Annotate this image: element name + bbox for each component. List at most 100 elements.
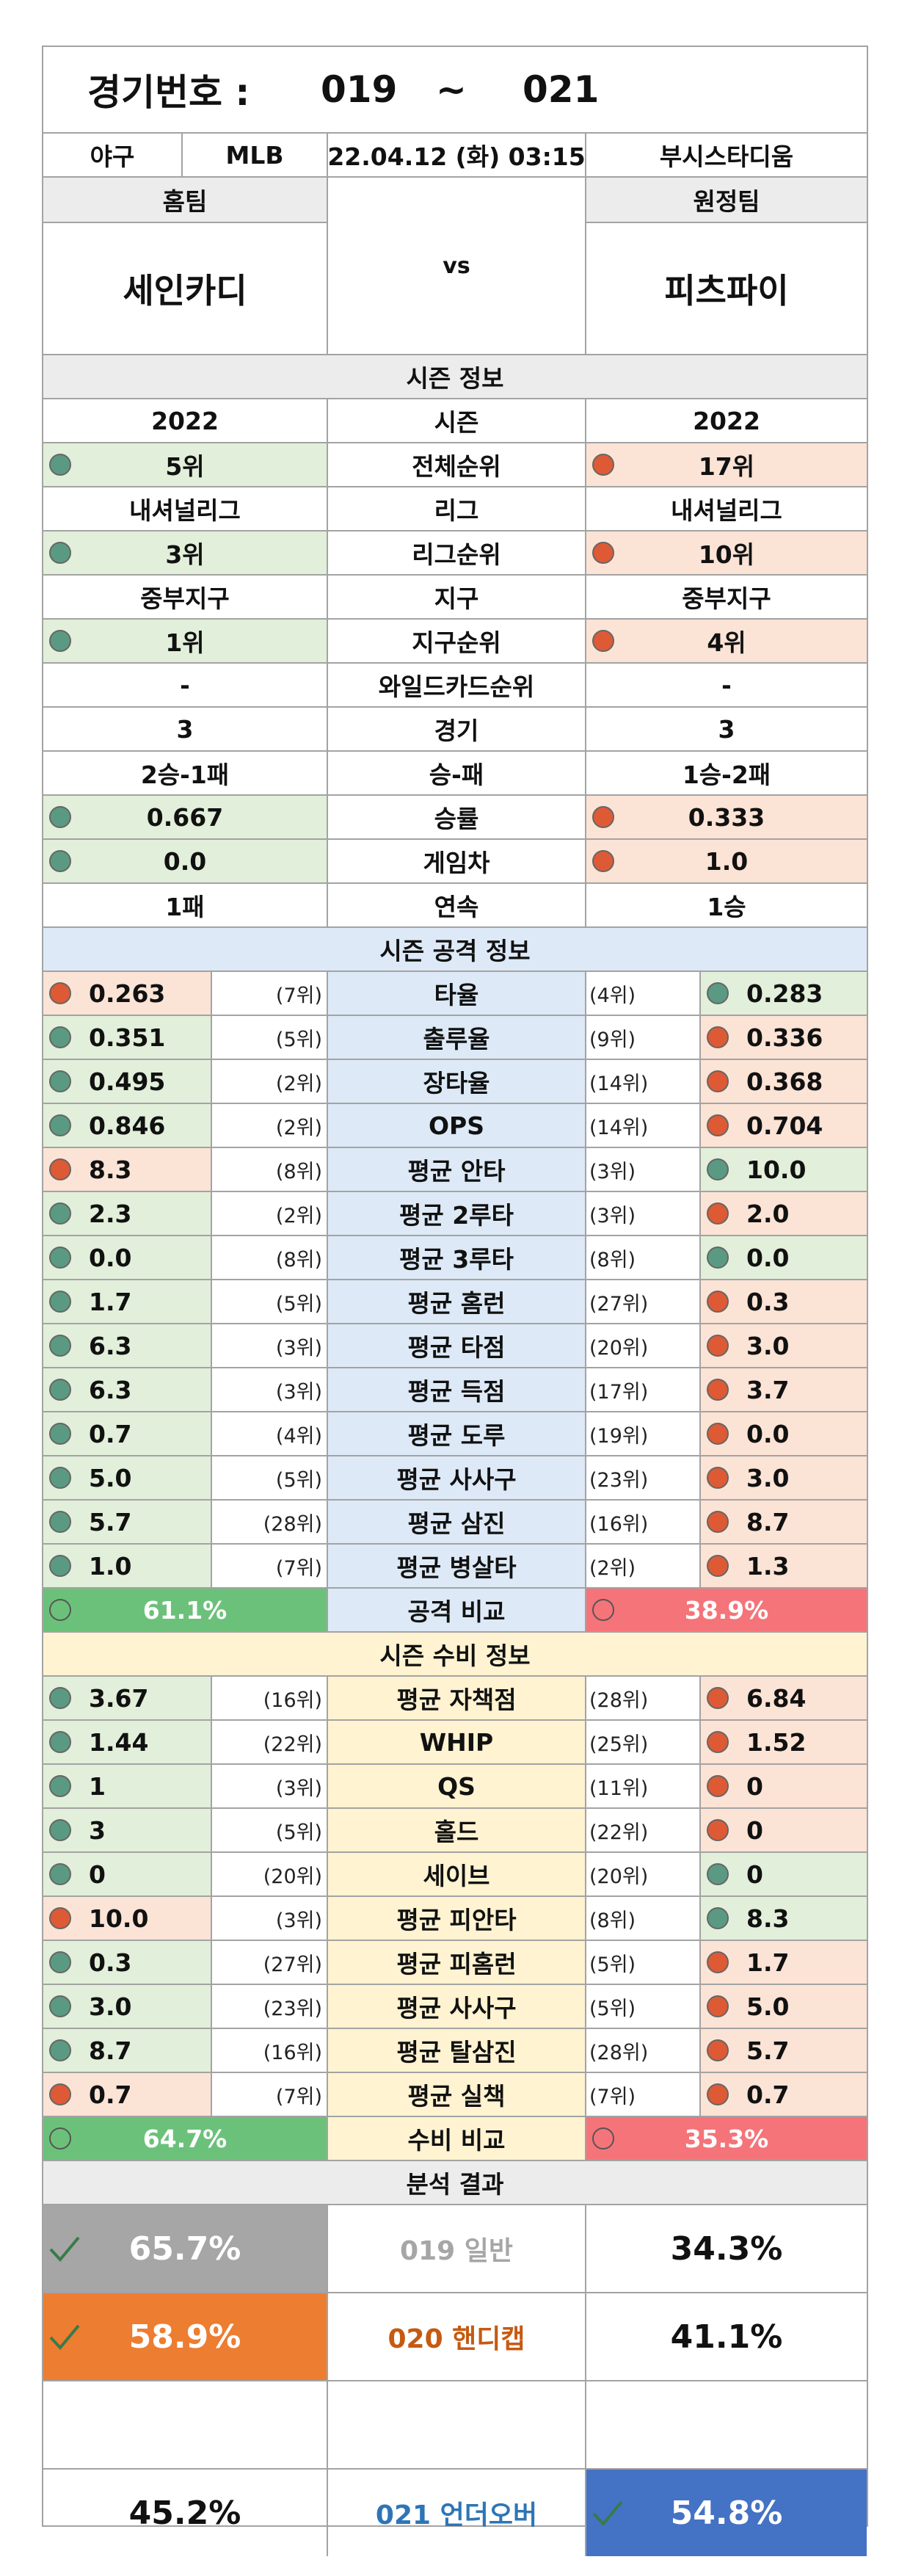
offense-stat-label: 평균 홈런 (328, 1280, 586, 1324)
offense-away-rank: (9위) (589, 1028, 636, 1051)
offense-home-rank: (3위) (275, 1336, 322, 1360)
season-stat-label: 시즌 (328, 399, 586, 443)
defense-home-rank: (16위) (263, 1688, 322, 1712)
defense-row: 0.7 (7위) 평균 실책 (7위) 0.7 (43, 2073, 867, 2117)
dot-icon (707, 1335, 729, 1357)
defense-row: 1.44 (22위) WHIP (25위) 1.52 (43, 1721, 867, 1765)
offense-away-rank: (3위) (589, 1160, 636, 1183)
offense-away-rank: (8위) (589, 1248, 636, 1271)
defense-away-value: 6.84 (746, 1683, 807, 1713)
offense-home-value: 5.0 (89, 1463, 132, 1492)
offense-home-rank: (8위) (275, 1248, 322, 1271)
offense-away-rank: (3위) (589, 1204, 636, 1227)
dot-icon (707, 1951, 729, 1973)
offense-home-rank: (5위) (275, 1028, 322, 1051)
season-stat-label: 리그순위 (328, 531, 586, 576)
defense-away-value: 8.3 (746, 1904, 790, 1933)
offense-away-rank: (16위) (589, 1512, 649, 1536)
season-home-value: 2022 (151, 406, 219, 435)
offense-stat-label: 평균 도루 (328, 1412, 586, 1456)
defense-home-value: 3 (89, 1815, 106, 1845)
offense-row: 5.7 (28위) 평균 삼진 (16위) 8.7 (43, 1501, 867, 1545)
match-number-to: 021 (523, 68, 600, 111)
dot-icon (592, 2127, 614, 2149)
season-away-value: 2022 (693, 406, 760, 435)
season-away-value: - (721, 670, 732, 700)
defense-stat-label: 평균 자책점 (328, 1677, 586, 1721)
defense-home-rank: (5위) (275, 1821, 322, 1844)
defense-row: 1 (3위) QS (11위) 0 (43, 1765, 867, 1809)
season-row: 3 경기 3 (43, 708, 867, 752)
offense-row: 1.7 (5위) 평균 홈런 (27위) 0.3 (43, 1280, 867, 1324)
defense-home-value: 10.0 (89, 1904, 149, 1933)
defense-home-value: 1.44 (89, 1727, 149, 1757)
dot-icon (707, 1423, 729, 1445)
season-home-value: 5위 (165, 452, 205, 481)
dot-icon (49, 1687, 71, 1709)
defense-away-value: 1.52 (746, 1727, 807, 1757)
offense-away-rank: (14위) (589, 1116, 649, 1139)
offense-compare-row: 61.1% 공격 비교 38.9% (43, 1589, 867, 1633)
defense-home-rank: (3위) (275, 1909, 322, 1932)
defense-away-value: 0 (746, 1860, 763, 1889)
analysis-blank-row (43, 2381, 867, 2470)
defense-stat-label: 평균 사사구 (328, 1985, 586, 2029)
season-away-value: 중부지구 (682, 584, 771, 613)
home-team-label: 홈팀 (43, 178, 328, 223)
defense-home-rank: (27위) (263, 1953, 322, 1976)
offense-away-value: 0.0 (746, 1419, 790, 1448)
defense-away-rank: (22위) (589, 1821, 649, 1844)
dot-icon (707, 1819, 729, 1841)
match-number-tilde: ~ (436, 68, 467, 111)
dot-icon (49, 1158, 71, 1180)
defense-stat-label: 세이브 (328, 1853, 586, 1897)
offense-away-value: 8.7 (746, 1507, 790, 1536)
season-away-value: 17위 (698, 452, 755, 481)
defense-home-value: 0.3 (89, 1948, 132, 1977)
sport-cell: 야구 (43, 134, 183, 178)
dot-icon (707, 1907, 729, 1929)
match-number-from: 019 (321, 68, 398, 111)
offense-stat-label: 출루율 (328, 1016, 586, 1060)
season-stat-label: 리그 (328, 487, 586, 531)
defense-row: 3.67 (16위) 평균 자책점 (28위) 6.84 (43, 1677, 867, 1721)
offense-home-rank: (5위) (275, 1292, 322, 1316)
offense-home-rank: (3위) (275, 1380, 322, 1404)
season-row: 2022 시즌 2022 (43, 399, 867, 443)
defense-row: 3 (5위) 홀드 (22위) 0 (43, 1809, 867, 1853)
defense-compare-label: 수비 비교 (328, 2117, 586, 2161)
dot-icon (49, 982, 71, 1004)
offense-home-rank: (2위) (275, 1204, 322, 1227)
season-row: 1위 지구순위 4위 (43, 620, 867, 664)
defense-home-value: 8.7 (89, 2036, 132, 2065)
datetime-cell: 22.04.12 (화) 03:15 (328, 134, 586, 178)
defense-away-value: 1.7 (746, 1948, 790, 1977)
offense-away-value: 0.368 (746, 1067, 823, 1096)
defense-stat-label: 평균 피홈런 (328, 1941, 586, 1985)
checkmark-icon (49, 2236, 80, 2263)
offense-stat-label: 평균 3루타 (328, 1236, 586, 1280)
dot-icon (707, 1775, 729, 1797)
offense-stat-label: 평균 타점 (328, 1324, 586, 1368)
offense-home-value: 0.495 (89, 1067, 166, 1096)
season-row: - 와일드카드순위 - (43, 664, 867, 708)
match-number-label: 경기번호 : (87, 71, 250, 114)
defense-compare-home: 64.7% (142, 2124, 228, 2153)
offense-home-rank: (28위) (263, 1512, 322, 1536)
defense-row: 10.0 (3위) 평균 피안타 (8위) 8.3 (43, 1897, 867, 1941)
dot-icon (707, 1863, 729, 1885)
defense-stat-label: 평균 탈삼진 (328, 2029, 586, 2073)
dot-icon (49, 2083, 71, 2105)
season-stat-label: 게임차 (328, 840, 586, 884)
season-home-value: 0.667 (146, 802, 224, 832)
defense-away-rank: (28위) (589, 1688, 649, 1712)
offense-away-value: 3.0 (746, 1331, 790, 1360)
offense-away-rank: (19위) (589, 1424, 649, 1448)
offense-stat-label: OPS (328, 1104, 586, 1148)
offense-stat-label: 평균 안타 (328, 1148, 586, 1192)
defense-row: 0.3 (27위) 평균 피홈런 (5위) 1.7 (43, 1941, 867, 1985)
defense-home-value: 1 (89, 1771, 106, 1801)
offense-away-value: 0.704 (746, 1111, 823, 1140)
season-home-value: 중부지구 (140, 584, 230, 613)
analysis-handicap-row: 58.9% 020 핸디캡 41.1% (43, 2293, 867, 2381)
